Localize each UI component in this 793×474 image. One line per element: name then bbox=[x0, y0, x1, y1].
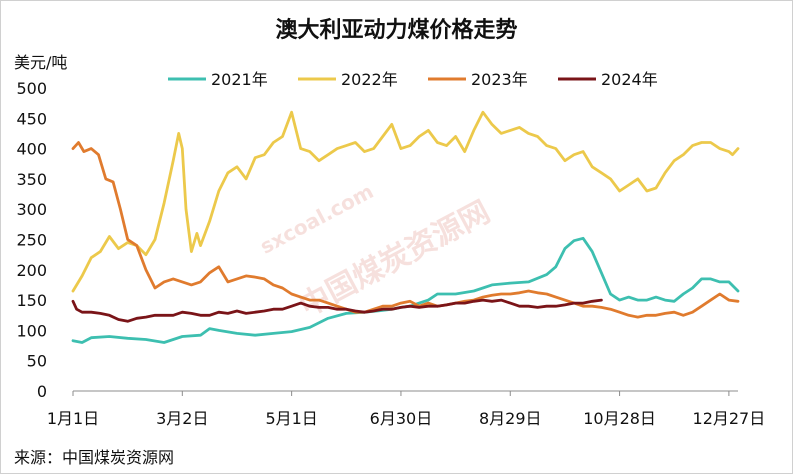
y-tick-label: 50 bbox=[27, 352, 47, 371]
y-tick-label: 150 bbox=[16, 291, 47, 310]
x-tick-label: 1月1日 bbox=[47, 409, 99, 428]
y-tick-label: 500 bbox=[16, 79, 47, 98]
y-tick-label: 200 bbox=[16, 261, 47, 280]
series-line-2021年 bbox=[71, 236, 740, 344]
y-tick-label: 450 bbox=[16, 109, 47, 128]
watermark-url: sxcoal.com bbox=[256, 179, 377, 259]
y-tick-label: 300 bbox=[16, 200, 47, 219]
source-label: 来源：中国煤炭资源网 bbox=[14, 448, 175, 467]
y-tick-label: 0 bbox=[37, 382, 47, 401]
series-lines bbox=[71, 110, 740, 344]
x-tick-label: 10月28日 bbox=[583, 409, 656, 428]
series-line-2024年 bbox=[71, 298, 603, 323]
legend-label-2022年: 2022年 bbox=[341, 70, 398, 89]
y-tick-label: 250 bbox=[16, 231, 47, 250]
y-axis-unit-label: 美元/吨 bbox=[14, 53, 68, 72]
legend-label-2023年: 2023年 bbox=[471, 70, 528, 89]
y-tick-label: 100 bbox=[16, 321, 47, 340]
axes: 0 50 100 150 200 250 300 350 400 450 500 1月1日 3月2日 5月… bbox=[16, 79, 765, 428]
legend-label-2021年: 2021年 bbox=[211, 70, 268, 89]
chart-title: 澳大利亚动力煤价格走势 bbox=[275, 18, 518, 43]
y-tick-label: 350 bbox=[16, 170, 47, 189]
x-tick-label: 3月2日 bbox=[156, 409, 208, 428]
x-tick-label: 12月27日 bbox=[693, 409, 766, 428]
series-line-2023年 bbox=[71, 141, 740, 319]
x-tick-label: 6月30日 bbox=[370, 409, 433, 428]
series-line-2022年 bbox=[71, 110, 740, 293]
x-tick-label: 8月29日 bbox=[479, 409, 542, 428]
x-tick-label: 5月1日 bbox=[265, 409, 317, 428]
y-tick-label: 400 bbox=[16, 140, 47, 159]
legend: 2021年 2022年 2023年 2024年 bbox=[168, 70, 658, 89]
legend-label-2024年: 2024年 bbox=[601, 70, 658, 89]
